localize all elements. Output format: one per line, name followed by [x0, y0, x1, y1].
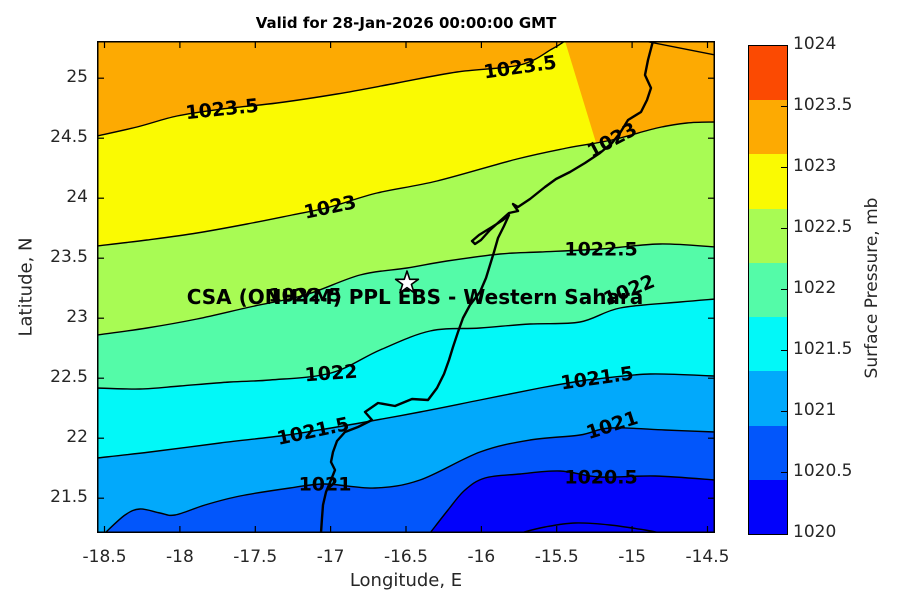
contour-line-1020 — [519, 522, 661, 533]
x-tick-label: -15.5 — [534, 547, 579, 567]
y-tick-label: 23.5 — [50, 247, 88, 268]
contour-label-1020.5: 1020.5 — [564, 467, 637, 489]
coastline — [319, 41, 655, 533]
x-axis-label: Longitude, E — [349, 570, 463, 591]
colorbar-segment — [749, 46, 787, 101]
x-tick-label: -16.5 — [383, 547, 428, 567]
colorbar-tick-label: 1024 — [793, 34, 837, 54]
colorbar-segment — [749, 425, 787, 480]
map-svg: CSA (ONHYM) PPL EBS - Western Sahara1023… — [97, 41, 715, 533]
annotation-text: CSA (ONHYM) PPL EBS - Western Sahara — [187, 285, 644, 309]
colorbar-tick-mark — [781, 106, 787, 108]
x-tick-label: -17.5 — [233, 547, 278, 567]
x-tick-label: -14.5 — [685, 547, 730, 567]
contour-line-1023.5 — [97, 41, 566, 137]
colorbar-tick-label: 1020 — [793, 522, 837, 542]
colorbar-tick-label: 1023.5 — [793, 95, 853, 115]
band-fill-below-1020.5 — [97, 470, 715, 533]
figure-title: Valid for 28-Jan-2026 00:00:00 GMT — [255, 14, 557, 32]
contour-line-1020.5 — [429, 470, 715, 533]
contour-line-1022 — [97, 298, 715, 390]
colorbar-segment — [749, 154, 787, 209]
colorbar — [748, 45, 788, 535]
map-plot-area: CSA (ONHYM) PPL EBS - Western Sahara 1023… — [97, 41, 715, 533]
plot-border — [97, 41, 715, 533]
x-tick-label: -16 — [467, 547, 496, 567]
y-tick-label: 21.5 — [50, 487, 88, 508]
colorbar-tick-label: 1020.5 — [793, 461, 853, 481]
colorbar-tick-mark — [781, 167, 787, 169]
colorbar-segment — [749, 371, 787, 426]
contour-line-1023 — [97, 121, 715, 247]
colorbar-tick-label: 1022.5 — [793, 217, 853, 237]
colorbar-segment — [749, 262, 787, 318]
colorbar-tick-label: 1021 — [793, 400, 837, 420]
contour-line-1021 — [104, 427, 715, 533]
colorbar-segment — [749, 208, 787, 263]
y-tick-label: 22.5 — [50, 367, 88, 388]
colorbar-tick-mark — [781, 350, 787, 352]
x-tick-label: -15 — [618, 547, 646, 567]
contour-line-1021.5 — [97, 373, 715, 459]
colorbar-segment — [749, 479, 787, 534]
colorbar-tick-mark — [781, 228, 787, 230]
contour-label-1022.5: 1022.5 — [564, 239, 637, 261]
colorbar-segment — [749, 317, 787, 372]
colorbar-tick-mark — [781, 411, 787, 413]
colorbar-segment — [749, 100, 787, 155]
x-tick-label: -17 — [316, 547, 345, 567]
colorbar-label: Surface Pressure, mb — [862, 197, 882, 379]
location-star-marker — [394, 270, 420, 294]
x-tick-label: -18 — [166, 547, 194, 567]
y-tick-label: 23 — [66, 307, 88, 328]
colorbar-tick-mark — [781, 289, 787, 291]
colorbar-tick-label: 1022 — [793, 278, 837, 298]
colorbar-tick-mark — [781, 472, 787, 474]
contour-label-1022.5: 1022.5 — [268, 285, 341, 307]
contour-line-1022.5 — [97, 243, 715, 336]
colorbar-tick-label: 1023 — [793, 156, 837, 176]
y-tick-label: 25 — [66, 67, 88, 88]
colorbar-tick-label: 1021.5 — [793, 339, 853, 359]
y-tick-label: 22 — [66, 427, 88, 448]
x-tick-label: -18.5 — [82, 547, 127, 567]
contour-label-1021: 1021 — [299, 474, 352, 496]
contour-label-1022: 1022 — [304, 361, 358, 387]
contour-line-1023p5-sliver — [643, 41, 715, 56]
y-tick-label: 24.5 — [50, 127, 88, 148]
y-tick-label: 24 — [66, 187, 88, 208]
